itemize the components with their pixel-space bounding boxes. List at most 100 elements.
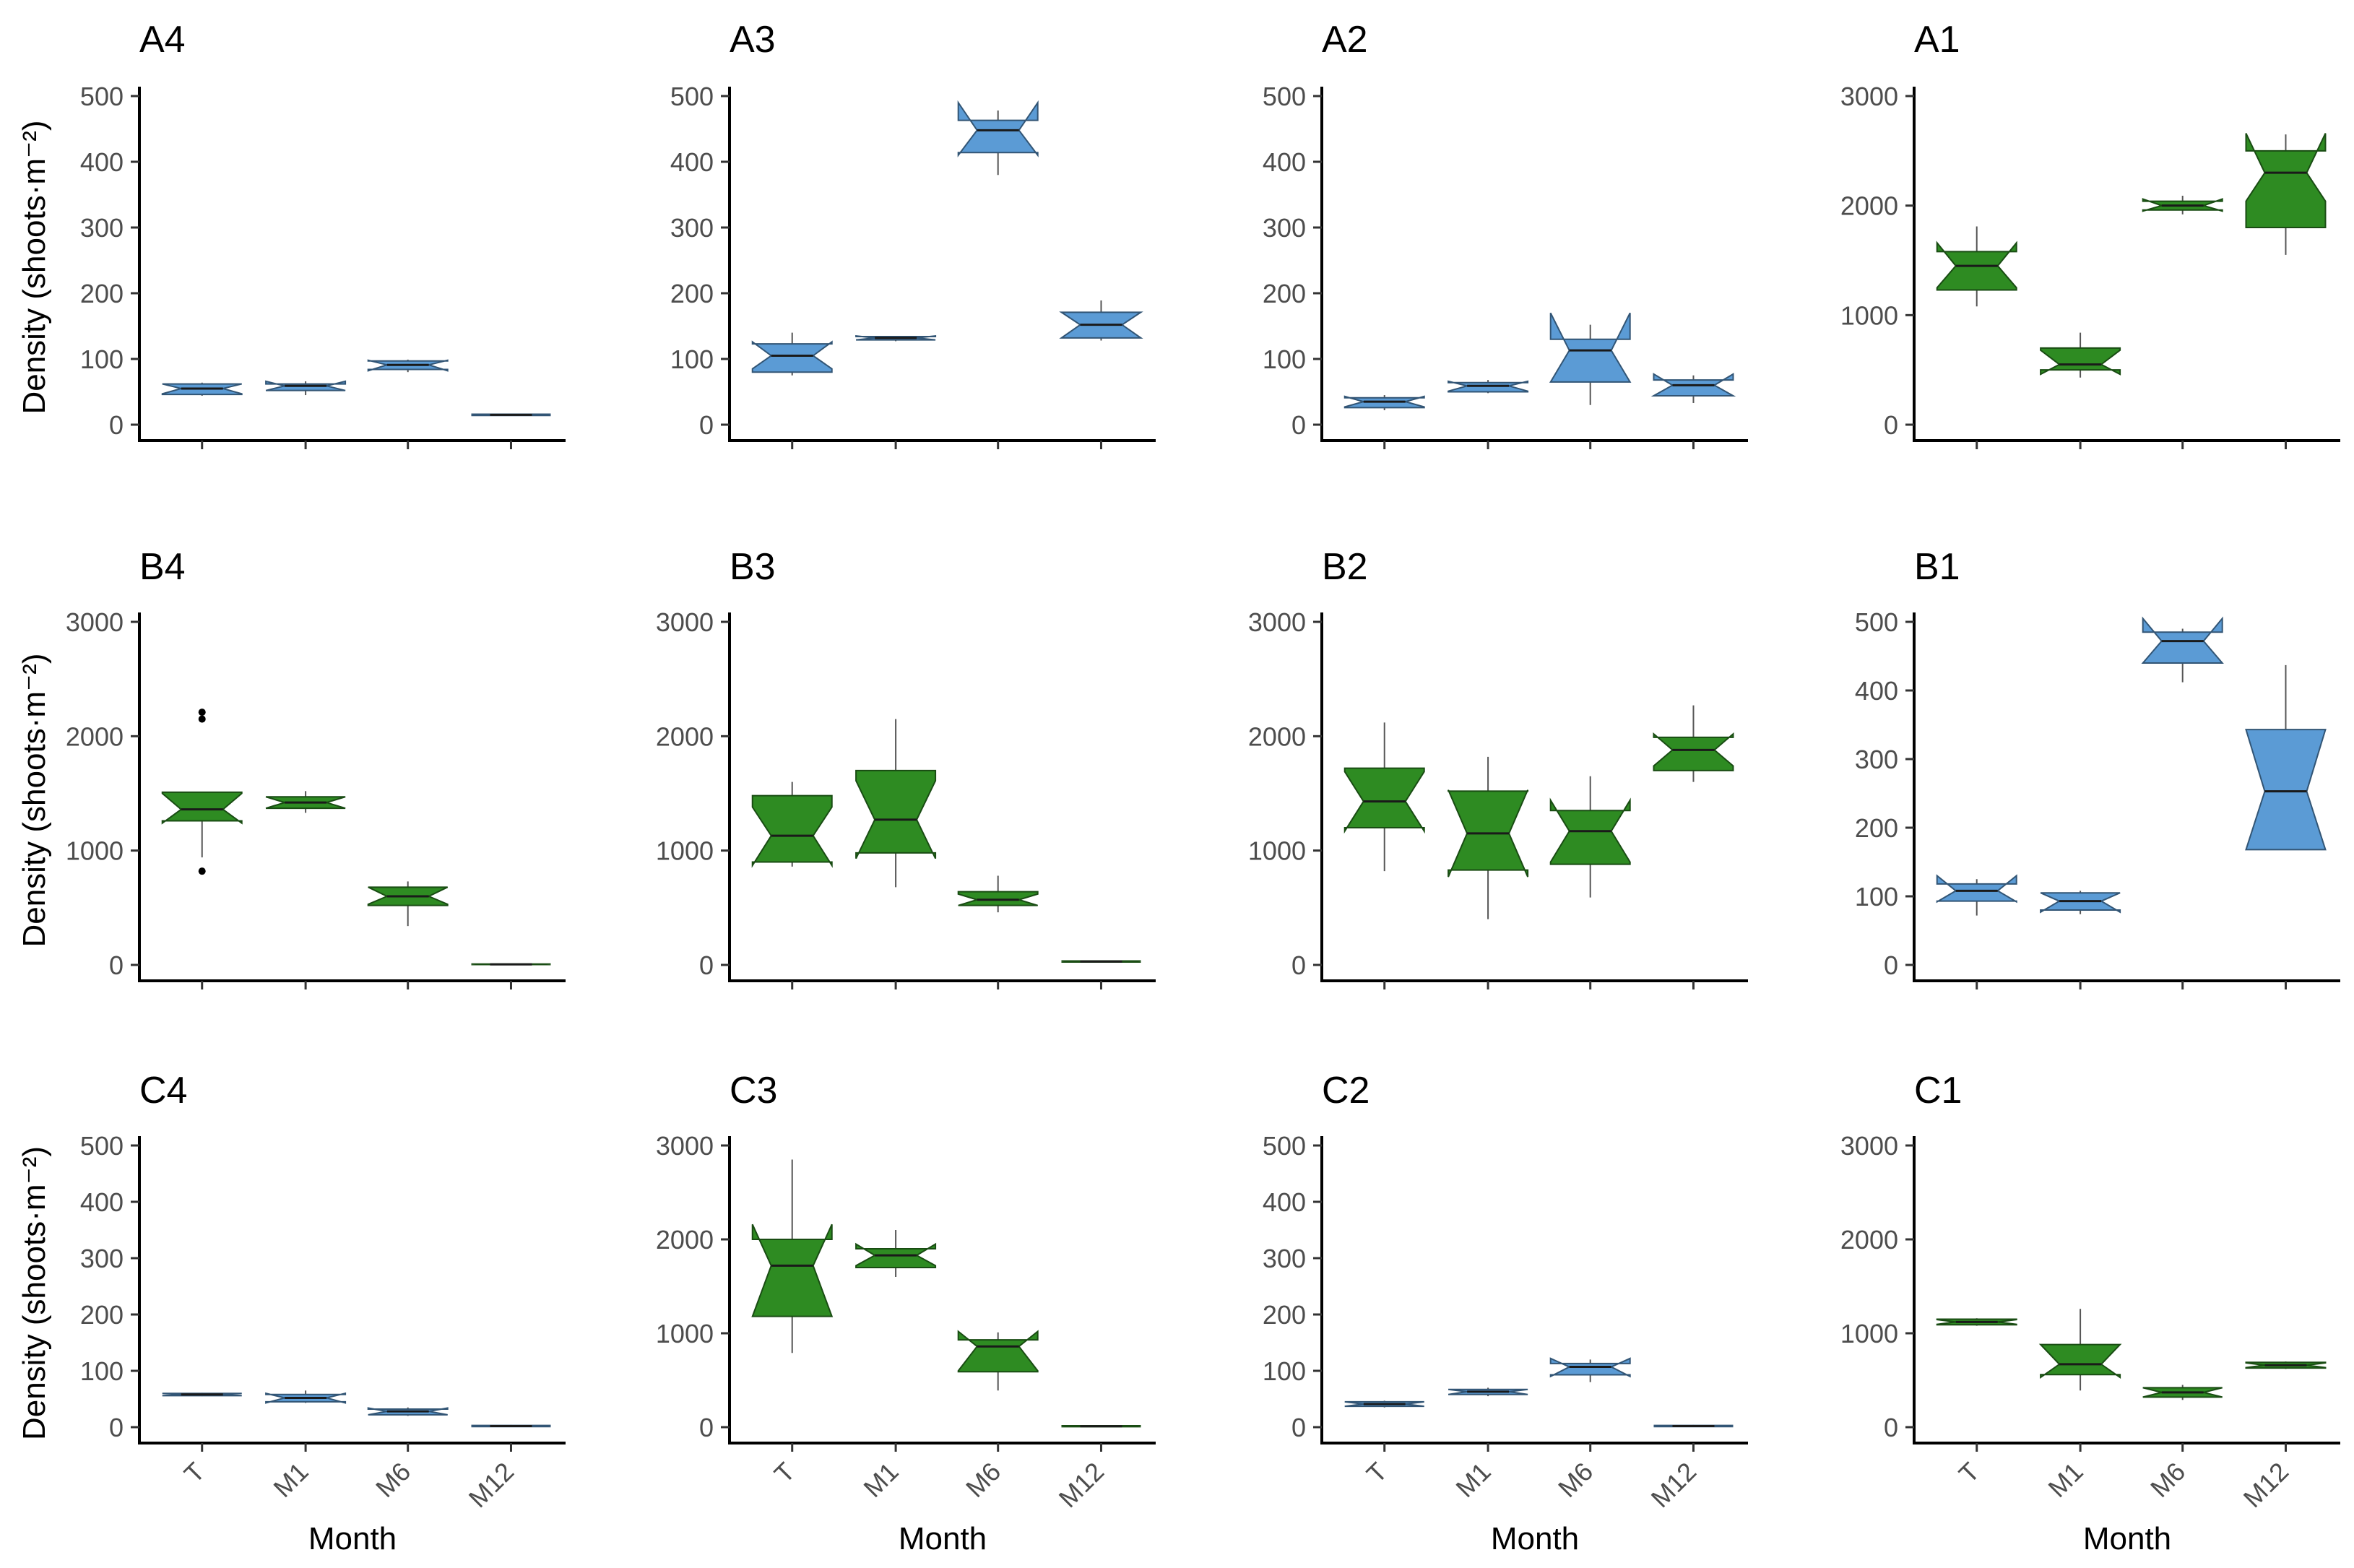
y-tick-label: 400 (80, 1187, 124, 1217)
y-tick-label: 1000 (1840, 300, 1898, 330)
box-t (751, 340, 833, 373)
y-tick-label: 300 (1263, 1244, 1306, 1273)
outlier-point (198, 867, 206, 875)
y-tick-label: 1000 (1840, 1319, 1898, 1348)
y-tick-label: 3000 (656, 607, 714, 637)
x-tick-label: M1 (267, 1457, 313, 1503)
y-tick-label: 300 (1855, 745, 1898, 774)
y-tick-label: 500 (1263, 82, 1306, 111)
y-tick-label: 0 (1884, 1413, 1898, 1442)
box-m1 (2040, 347, 2121, 376)
y-tick-label: 0 (699, 410, 714, 440)
x-tick-label: M12 (463, 1457, 520, 1514)
x-axis-title: Month (1491, 1521, 1579, 1556)
box-t (1936, 874, 2017, 904)
box-m6 (957, 100, 1039, 157)
y-tick-label: 2000 (656, 722, 714, 751)
y-tick-label: 0 (109, 950, 124, 980)
x-tick-label: T (1953, 1457, 1986, 1489)
panel-a1: A1 0 1000 2000 3000 (1840, 19, 2340, 449)
box-m6 (1549, 797, 1631, 865)
x-tick-label: M6 (2145, 1457, 2191, 1503)
x-tick-label: T (769, 1457, 801, 1489)
y-tick-label: 200 (1263, 279, 1306, 308)
y-tick-label: 1000 (66, 836, 124, 866)
panel-title: C4 (139, 1070, 187, 1112)
box-m1 (2040, 892, 2121, 914)
panel-title: A1 (1914, 19, 1960, 61)
panel-a2: A2 0 100 200 300 400 500 (1263, 19, 1748, 449)
y-tick-label: 2000 (656, 1225, 714, 1255)
panel-a4: A4 0 100 200 300 400 500 Density (shoots·m⁻²) (17, 19, 566, 449)
y-tick-label: 1000 (656, 836, 714, 866)
y-tick-label: 0 (1884, 410, 1898, 440)
y-axis-title: Density (shoots·m⁻²) (17, 120, 52, 414)
box-t (161, 791, 243, 825)
x-tick-label: T (178, 1457, 211, 1489)
box-m6 (957, 891, 1039, 906)
outlier-point (198, 715, 206, 723)
y-tick-label: 500 (1263, 1131, 1306, 1161)
y-tick-label: 400 (670, 147, 714, 177)
y-tick-label: 400 (1855, 676, 1898, 706)
y-tick-label: 500 (670, 82, 714, 111)
y-tick-label: 2000 (1248, 722, 1306, 751)
x-tick-label: M6 (1552, 1457, 1598, 1503)
y-tick-label: 200 (80, 279, 124, 308)
y-tick-label: 100 (1855, 882, 1898, 911)
panel-c4: C4 0 100 200 300 400 500 T M1 M6 M12 Month Density (… (17, 1070, 566, 1556)
panel-title: C2 (1322, 1070, 1369, 1112)
outlier-point (198, 709, 206, 716)
y-tick-label: 100 (670, 345, 714, 374)
y-tick-label: 3000 (656, 1131, 714, 1161)
y-tick-label: 500 (80, 82, 124, 111)
y-tick-label: 3000 (1248, 607, 1306, 637)
panel-b2: B2 0 1000 2000 3000 (1248, 546, 1748, 989)
y-tick-label: 3000 (1840, 82, 1898, 111)
panel-a3: A3 0 100 200 300 400 500 (670, 19, 1156, 449)
box-t (751, 794, 833, 868)
panel-c1: C1 0 1000 2000 3000 T M1 M6 M12 Month (1840, 1070, 2340, 1556)
y-tick-label: 300 (1263, 213, 1306, 243)
panel-c2: C2 0 100 200 300 400 500 T M1 M6 M12 Month (1263, 1070, 1748, 1556)
y-tick-label: 200 (1263, 1300, 1306, 1330)
y-tick-label: 1000 (656, 1319, 714, 1348)
box-m1 (2038, 1343, 2122, 1379)
y-tick-label: 200 (80, 1300, 124, 1330)
y-tick-label: 0 (699, 1413, 714, 1442)
x-axis-title: Month (2083, 1521, 2171, 1556)
box-m12 (2245, 133, 2327, 228)
y-tick-label: 2000 (1840, 191, 1898, 221)
y-tick-label: 200 (1855, 813, 1898, 843)
y-tick-label: 100 (1263, 345, 1306, 374)
y-tick-label: 0 (109, 1413, 124, 1442)
panel-title: B4 (139, 546, 186, 588)
y-tick-label: 3000 (1840, 1131, 1898, 1161)
y-tick-label: 0 (1291, 410, 1306, 440)
panel-title: C3 (730, 1070, 777, 1112)
y-tick-label: 400 (1263, 147, 1306, 177)
x-tick-label: M6 (960, 1457, 1006, 1503)
box-m6 (957, 1330, 1039, 1373)
y-tick-label: 400 (1263, 1187, 1306, 1217)
y-tick-label: 200 (670, 279, 714, 308)
panel-title: A2 (1322, 19, 1368, 61)
panel-b1: B1 0 100 200 300 400 500 (1855, 546, 2340, 989)
x-tick-label: M1 (857, 1457, 904, 1503)
panel-title: A3 (730, 19, 776, 61)
y-tick-label: 100 (1263, 1356, 1306, 1386)
y-tick-label: 1000 (1248, 836, 1306, 866)
panel-title: B2 (1322, 546, 1368, 588)
y-tick-label: 0 (699, 950, 714, 980)
y-tick-label: 0 (1291, 1413, 1306, 1442)
panel-title: B1 (1914, 546, 1960, 588)
y-tick-label: 500 (80, 1131, 124, 1161)
y-tick-label: 2000 (1840, 1225, 1898, 1255)
y-tick-label: 2000 (66, 722, 124, 751)
x-tick-label: T (1361, 1457, 1393, 1489)
panel-title: C1 (1914, 1070, 1962, 1112)
x-tick-label: M1 (2042, 1457, 2088, 1503)
panel-b4: B4 0 1000 2000 3000 Density (shoots·m⁻²) (17, 546, 566, 989)
y-tick-label: 3000 (66, 607, 124, 637)
x-tick-label: M12 (1053, 1457, 1110, 1514)
